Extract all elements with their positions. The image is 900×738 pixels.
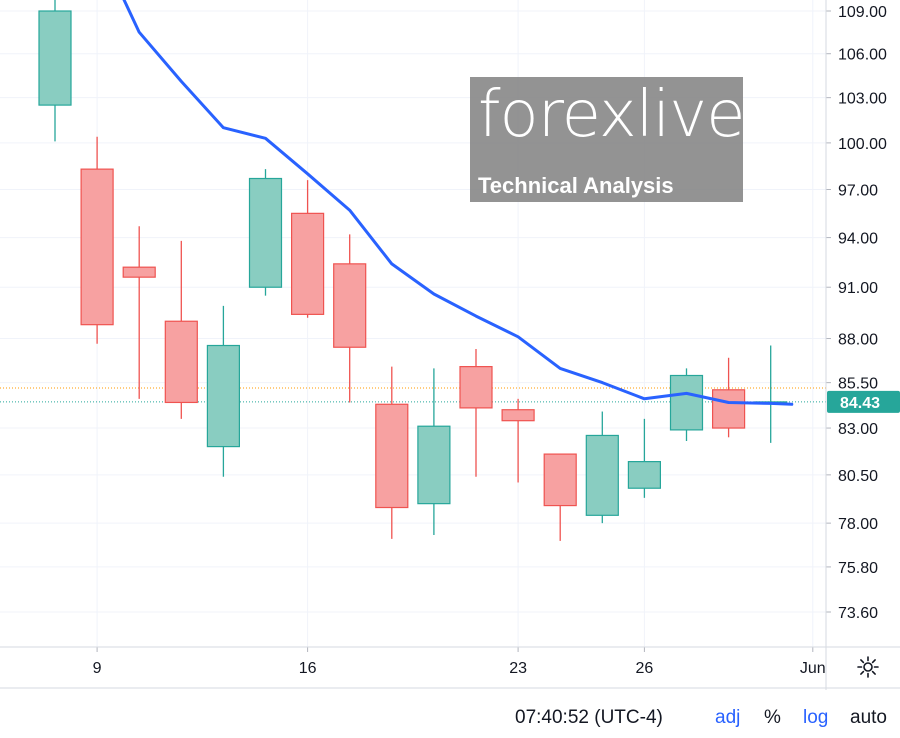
chart-canvas[interactable]: 109.00 106.00 103.00 100.00 97.00 94.00 91.00 8… — [0, 0, 900, 690]
candle-down[interactable] — [164, 240, 198, 419]
candle-down[interactable] — [543, 453, 577, 541]
x-tick-label: 9 — [93, 660, 102, 677]
candle-up[interactable] — [585, 411, 619, 524]
candle-up[interactable] — [38, 0, 72, 142]
grid-layer — [0, 0, 826, 647]
candle-body — [80, 168, 114, 326]
moving-average-line — [122, 0, 794, 406]
candle-body — [375, 403, 409, 509]
candle-body — [248, 177, 283, 288]
x-tick-label: Jun — [800, 660, 826, 677]
candles-layer — [38, 0, 788, 541]
candle-body — [459, 366, 493, 409]
y-tick-label: 94.00 — [838, 231, 878, 248]
candle-body — [291, 212, 325, 315]
candle-body — [333, 263, 367, 348]
clock-readout: 07:40:52 (UTC-4) — [515, 707, 663, 728]
y-tick-label: 83.00 — [838, 421, 878, 438]
x-tick-label: 23 — [509, 660, 527, 677]
candle-up[interactable] — [417, 368, 451, 535]
y-tick-label: 78.00 — [838, 516, 878, 533]
x-tick-label: 26 — [636, 660, 654, 677]
y-tick-label: 80.50 — [838, 468, 878, 485]
candle-down[interactable] — [122, 226, 156, 399]
candle-up[interactable] — [627, 418, 662, 498]
candle-body — [669, 374, 704, 431]
adj-toggle[interactable]: adj — [715, 707, 741, 728]
axis-layer: 109.00 106.00 103.00 100.00 97.00 94.00 91.00 8… — [0, 0, 900, 690]
candle-down[interactable] — [333, 234, 367, 403]
x-tick-label: 16 — [299, 660, 317, 677]
candle-body — [543, 453, 577, 507]
auto-scale-toggle[interactable]: auto — [850, 707, 887, 728]
candle-down[interactable] — [711, 357, 746, 438]
candle-down[interactable] — [501, 398, 535, 483]
candle-down[interactable] — [80, 136, 114, 344]
candle-body — [206, 344, 240, 448]
watermark-logo: forexlive — [478, 78, 746, 152]
y-tick-label: 100.00 — [838, 136, 887, 153]
y-tick-label: 106.00 — [838, 47, 887, 64]
percent-scale-toggle[interactable]: % — [764, 707, 781, 728]
y-tick-label: 85.50 — [838, 376, 878, 393]
y-tick-label: 73.60 — [838, 605, 878, 622]
last-price-badge — [827, 390, 900, 413]
candle-body — [38, 10, 72, 106]
y-tick-label: 97.00 — [838, 183, 878, 200]
moving-average-layer — [122, 0, 794, 406]
y-tick-label: 75.80 — [838, 560, 878, 577]
candle-down[interactable] — [375, 366, 409, 539]
candle-up[interactable] — [669, 368, 704, 442]
candle-body — [164, 320, 198, 404]
log-scale-toggle[interactable]: log — [803, 707, 829, 728]
y-tick-label: 109.00 — [838, 4, 887, 21]
candle-body — [627, 461, 662, 489]
y-tick-label: 91.00 — [838, 280, 878, 297]
candle-body — [711, 389, 746, 429]
candle-down[interactable] — [459, 348, 493, 477]
candle-body — [417, 425, 451, 505]
candle-body — [585, 434, 619, 516]
candle-down[interactable] — [291, 180, 325, 318]
candle-up[interactable] — [206, 305, 240, 477]
candle-body — [122, 266, 156, 278]
candle-body — [501, 409, 535, 422]
y-tick-label: 103.00 — [838, 91, 887, 108]
status-bar: 07:40:52 (UTC-4) adj % log auto — [0, 690, 900, 738]
settings-gear-icon[interactable] — [856, 655, 880, 679]
candle-up[interactable] — [248, 169, 283, 296]
watermark-subtitle: Technical Analysis — [478, 173, 674, 198]
last-price-label: 84.43 — [840, 395, 880, 412]
forexlive-watermark: forexlive Technical Analysis — [470, 77, 746, 202]
y-tick-label: 88.00 — [838, 332, 878, 349]
